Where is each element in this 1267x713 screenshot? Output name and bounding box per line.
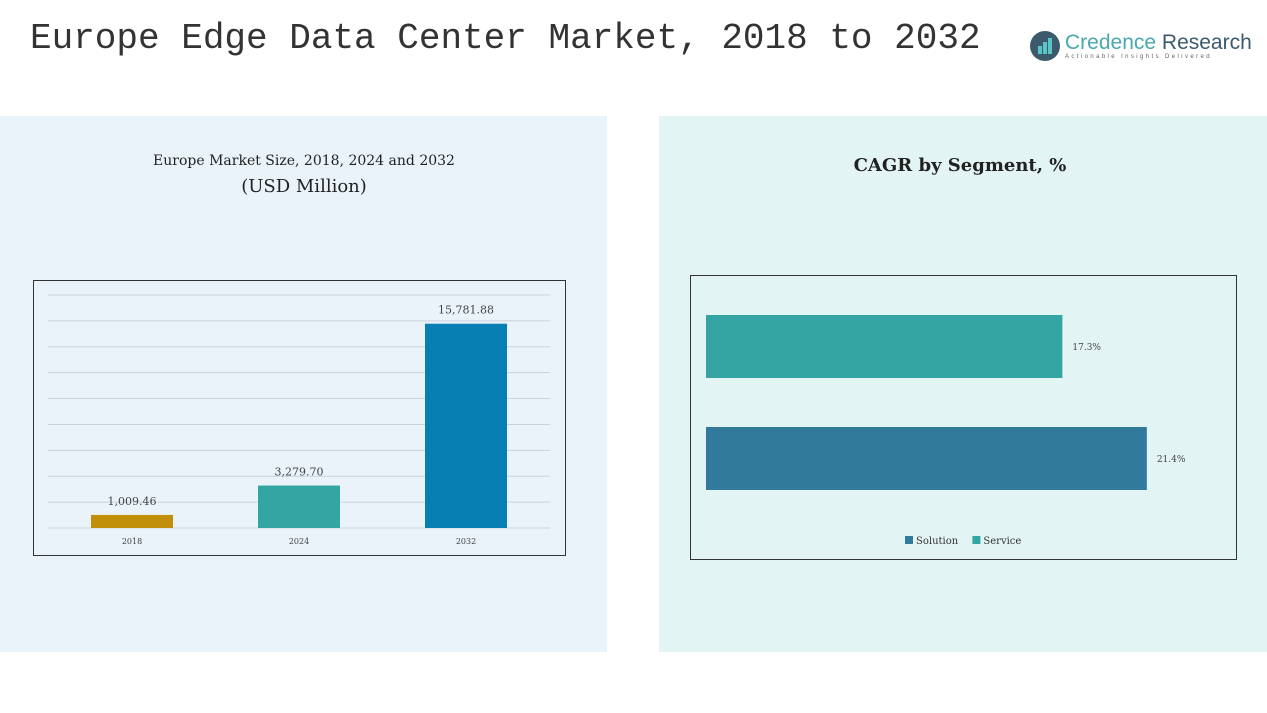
bar-solution	[706, 427, 1147, 490]
chart2-title: CAGR by Segment, %	[853, 155, 1067, 176]
data-label: 21.4%	[1157, 455, 1186, 465]
x-tick-label: 2032	[456, 537, 476, 546]
legend-swatch-solution	[905, 536, 913, 544]
legend-label-solution: Solution	[916, 536, 959, 547]
legend-label-service: Service	[983, 536, 1021, 547]
data-label: 15,781.88	[438, 304, 494, 317]
page-title: Europe Edge Data Center Market, 2018 to …	[30, 18, 981, 59]
x-tick-label: 2018	[122, 537, 142, 546]
x-tick-label: 2024	[289, 537, 309, 546]
cagr-panel	[659, 116, 1267, 652]
chart1-frame	[33, 280, 566, 556]
bar-2018	[91, 514, 173, 528]
logo-name: Credence Research	[1065, 32, 1252, 54]
chart1-title: Europe Market Size, 2018, 2024 and 2032	[153, 153, 455, 169]
chart1-subtitle: (USD Million)	[241, 176, 367, 197]
bar-2024	[258, 485, 340, 528]
data-label: 1,009.46	[108, 495, 157, 508]
bar-2032	[425, 323, 507, 528]
logo-name-b: Research	[1161, 31, 1252, 54]
legend-swatch-service	[972, 536, 981, 544]
logo-tagline: Actionable Insights Delivered	[1065, 54, 1212, 60]
chart2-frame	[690, 275, 1237, 560]
data-label: 17.3%	[1072, 343, 1101, 353]
logo: Credence Research Actionable Insights De…	[1030, 31, 1252, 61]
logo-icon	[1030, 31, 1060, 61]
logo-name-a: Credence	[1065, 31, 1157, 54]
bar-service	[706, 315, 1063, 378]
data-label: 3,279.70	[275, 466, 324, 479]
